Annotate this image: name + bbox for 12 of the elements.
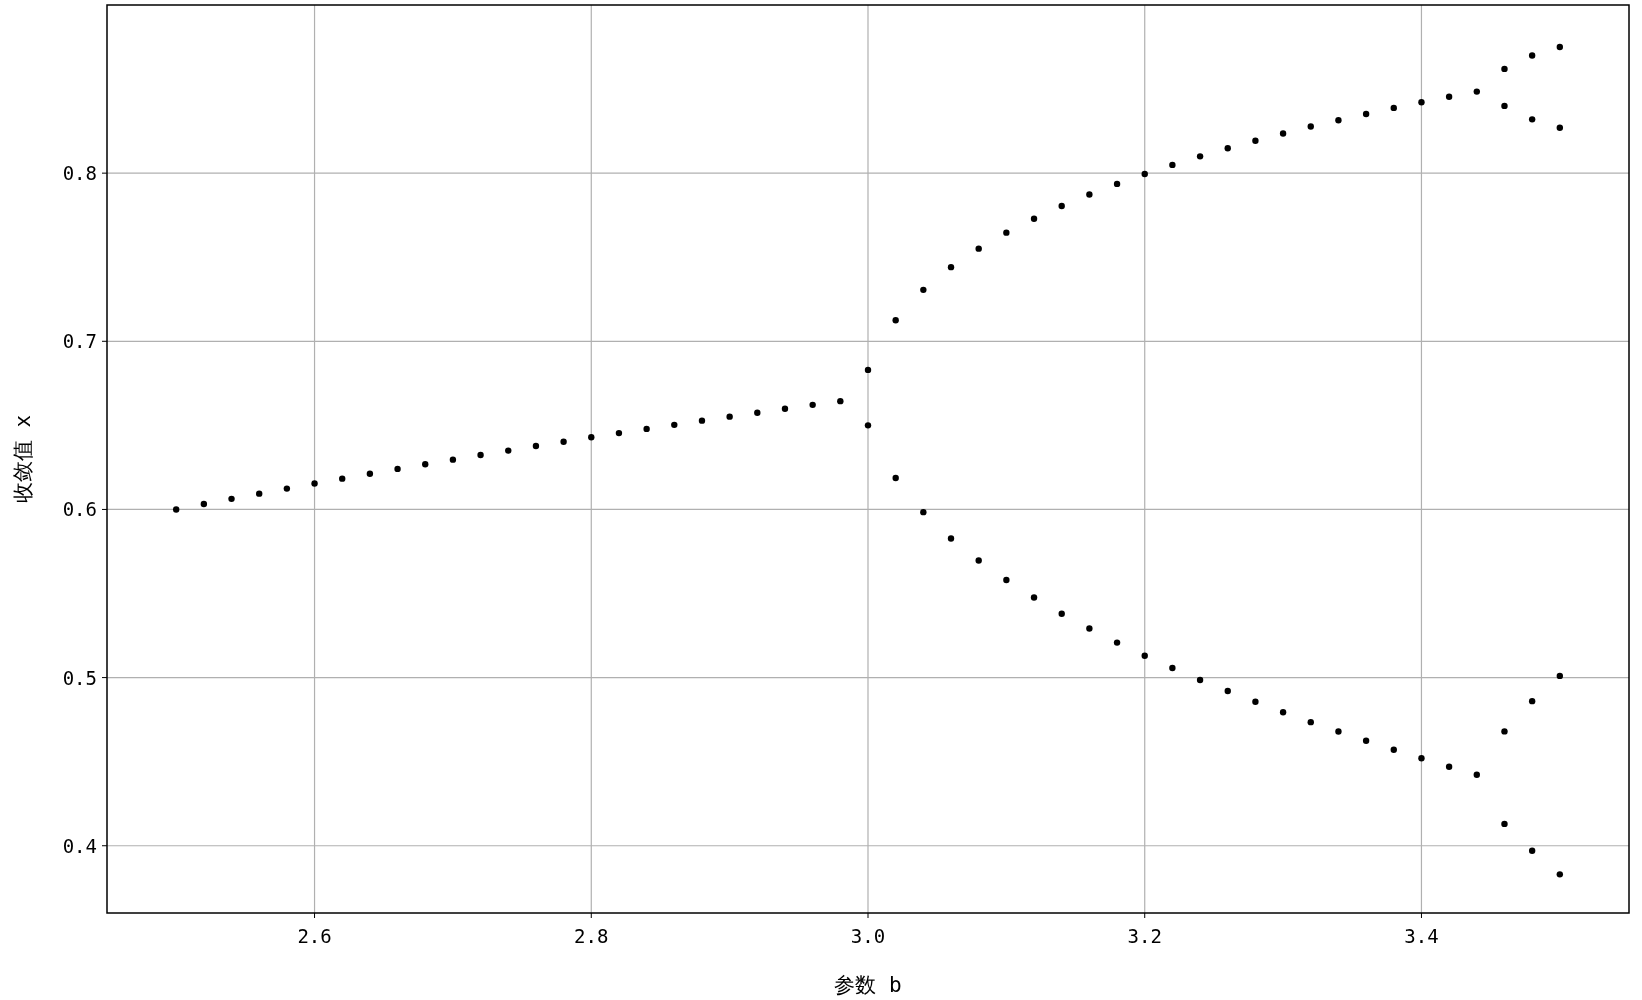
y-tick-label: 0.7 xyxy=(62,330,97,353)
y-tick-label: 0.4 xyxy=(62,834,97,857)
y-tick-label: 0.6 xyxy=(62,498,97,521)
y-tick-label: 0.8 xyxy=(62,162,97,185)
y-axis-title: 收敛值 x xyxy=(11,414,35,504)
x-tick-label: 3.0 xyxy=(850,925,886,947)
x-tick-label: 2.8 xyxy=(574,925,609,947)
x-tick-label: 3.4 xyxy=(1404,925,1439,947)
x-tick-label: 3.2 xyxy=(1127,925,1162,947)
x-tick-label: 2.6 xyxy=(297,925,332,947)
x-axis-title: 参数 b xyxy=(834,973,902,997)
y-tick-label: 0.5 xyxy=(62,666,97,689)
